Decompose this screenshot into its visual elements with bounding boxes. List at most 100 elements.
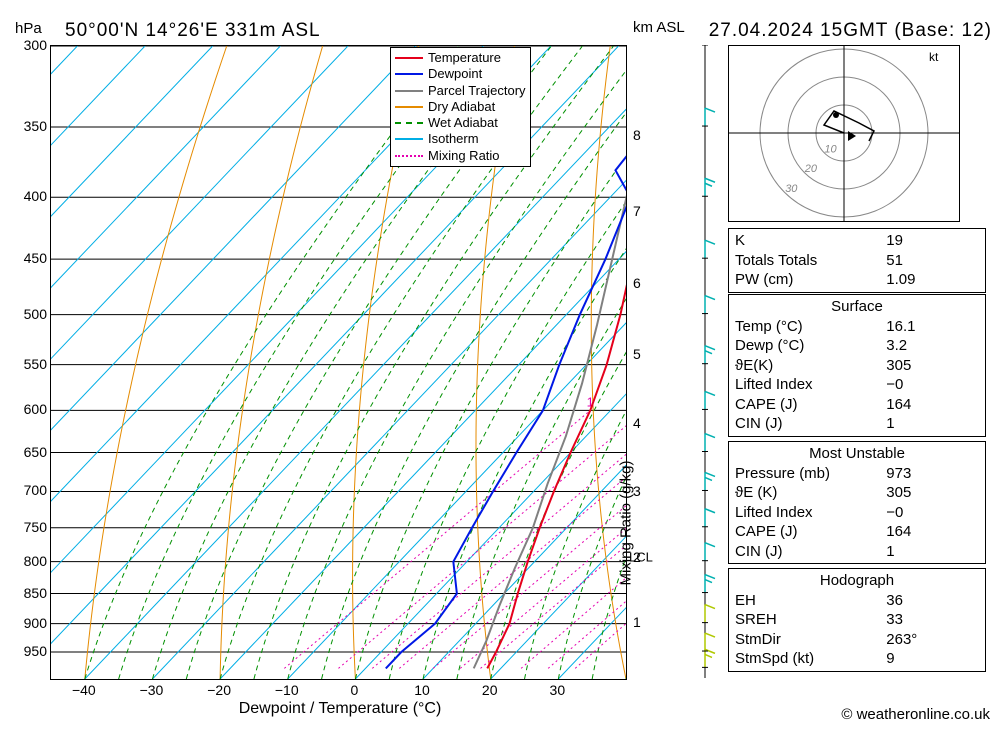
ytick-right: 5 [633,346,641,362]
lcl-label: LCL [629,550,653,565]
legend-label: Temperature [428,50,501,66]
panel-header: Most Unstable [735,444,979,464]
ytick-right: 6 [633,275,641,291]
mixing-ratio-label: Mixing Ratio (g/kg) [618,460,635,585]
panel-value: 1 [886,542,979,562]
ytick-left: 800 [15,553,47,569]
xtick: 30 [550,682,566,698]
panel-header: Hodograph [735,571,979,591]
xtick: −10 [275,682,299,698]
legend-swatch [395,138,423,140]
svg-text:kt: kt [929,50,939,64]
ytick-left: 500 [15,306,47,322]
legend-label: Isotherm [428,131,479,147]
panel-key: ϑE (K) [735,483,886,503]
ytick-left: 950 [15,643,47,659]
panel-key: EH [735,591,886,611]
copyright: © weatheronline.co.uk [841,706,990,723]
svg-text:30: 30 [785,183,798,195]
ytick-right: 1 [633,614,641,630]
hodograph-panel: HodographEH36SREH33StmDir263°StmSpd (kt)… [728,568,986,672]
panel-value: 164 [886,522,979,542]
legend-swatch [395,106,423,108]
hodograph: 10 20 30 kt [728,45,960,222]
ytick-left: 850 [15,585,47,601]
panel-key: Lifted Index [735,375,886,395]
legend: TemperatureDewpointParcel TrajectoryDry … [390,47,531,167]
skewt-chart: 12346810152025 [50,45,627,680]
legend-label: Dewpoint [428,66,482,82]
xtick: 10 [414,682,430,698]
panel-value: 973 [886,464,979,484]
panel-header: Surface [735,297,979,317]
legend-label: Dry Adiabat [428,99,495,115]
ytick-left: 700 [15,482,47,498]
panel-value: 305 [886,356,979,376]
ytick-left: 750 [15,519,47,535]
y-left-label: hPa [15,20,42,37]
panel-key: Pressure (mb) [735,464,886,484]
panel-key: ϑE(K) [735,356,886,376]
legend-swatch [395,90,423,92]
panel-value: 1.09 [886,270,979,290]
legend-label: Wet Adiabat [428,115,498,131]
panel-key: CAPE (J) [735,522,886,542]
xtick: −40 [72,682,96,698]
panel-value: 263° [886,630,979,650]
panel-key: StmDir [735,630,886,650]
panel-key: PW (cm) [735,270,886,290]
legend-swatch [395,155,423,157]
xtick: −20 [207,682,231,698]
panel-value: −0 [886,503,979,523]
panel-value: 3.2 [886,336,979,356]
legend-label: Mixing Ratio [428,148,500,164]
surface-panel: SurfaceTemp (°C)16.1Dewp (°C)3.2ϑE(K)305… [728,294,986,437]
panel-value: 164 [886,395,979,415]
xtick: 0 [351,682,359,698]
y-right-label: km ASL [633,20,685,37]
svg-text:20: 20 [804,163,818,175]
legend-label: Parcel Trajectory [428,83,526,99]
ytick-left: 600 [15,401,47,417]
panel-value: 51 [886,251,979,271]
legend-swatch [395,73,423,75]
panel-key: Lifted Index [735,503,886,523]
panel-key: Totals Totals [735,251,886,271]
ytick-left: 300 [15,37,47,53]
panel-value: 9 [886,649,979,669]
panel-key: K [735,231,886,251]
panel-key: CIN (J) [735,414,886,434]
ytick-left: 400 [15,188,47,204]
panel-value: 19 [886,231,979,251]
ytick-right: 7 [633,203,641,219]
x-axis-label: Dewpoint / Temperature (°C) [180,700,500,718]
panel-key: Temp (°C) [735,317,886,337]
panel-key: StmSpd (kt) [735,649,886,669]
panel-value: −0 [886,375,979,395]
wind-barbs [690,45,720,678]
panel-key: CIN (J) [735,542,886,562]
legend-swatch [395,57,423,59]
ytick-left: 650 [15,444,47,460]
svg-text:10: 10 [824,144,837,156]
legend-swatch [395,122,423,124]
ytick-right: 8 [633,127,641,143]
ytick-left: 350 [15,118,47,134]
panel-value: 36 [886,591,979,611]
xtick: 20 [482,682,498,698]
ytick-right: 4 [633,415,641,431]
panel-key: CAPE (J) [735,395,886,415]
panel-value: 305 [886,483,979,503]
panel-key: Dewp (°C) [735,336,886,356]
location-title: 50°00'N 14°26'E 331m ASL [65,20,321,42]
panel-value: 1 [886,414,979,434]
ytick-left: 900 [15,615,47,631]
indices-panel: K19Totals Totals51PW (cm)1.09 [728,228,986,293]
most-unstable-panel: Most UnstablePressure (mb)973ϑE (K)305Li… [728,441,986,564]
panel-value: 33 [886,610,979,630]
ytick-left: 450 [15,250,47,266]
date-title: 27.04.2024 15GMT (Base: 12) [709,20,992,42]
xtick: −30 [140,682,164,698]
ytick-left: 550 [15,356,47,372]
panel-value: 16.1 [886,317,979,337]
